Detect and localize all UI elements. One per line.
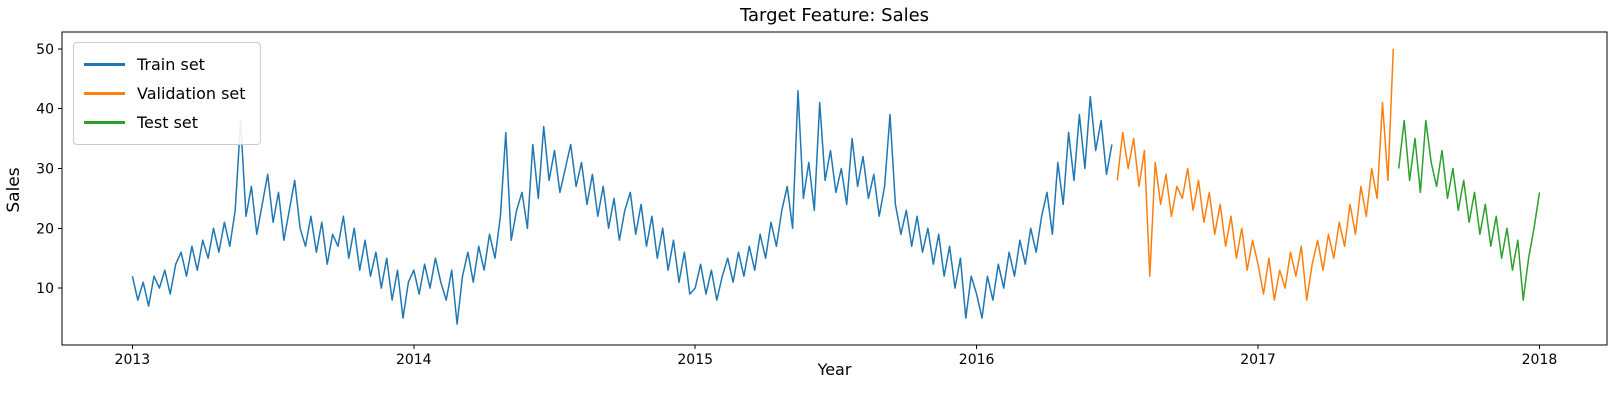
x-tick-label: 2014	[396, 352, 432, 368]
y-tick-label: 50	[36, 42, 54, 58]
x-tick-label: 2016	[959, 352, 995, 368]
x-tick-label: 2013	[115, 352, 151, 368]
legend-item-test-set: Test set	[84, 108, 246, 137]
y-tick-label: 10	[36, 281, 54, 297]
x-tick-label: 2017	[1240, 352, 1276, 368]
legend-label-test: Test set	[137, 113, 199, 132]
y-tick-label: 30	[36, 161, 54, 177]
x-tick-label: 2015	[677, 352, 713, 368]
x-tick-label: 2018	[1522, 352, 1558, 368]
series-line-validation-set	[1116, 48, 1395, 301]
legend-label-train: Train set	[137, 55, 205, 74]
train-line-swatch	[84, 63, 125, 66]
x-axis-label: Year	[817, 360, 852, 379]
legend-item-validation-set: Validation set	[84, 79, 246, 108]
legend-item-train-set: Train set	[84, 50, 246, 79]
y-axis-label: Sales	[4, 167, 24, 213]
series-line-test-set	[1397, 119, 1541, 301]
legend: Train set Validation set Test set	[73, 42, 261, 145]
legend-label-validation: Validation set	[137, 84, 246, 103]
y-tick-label: 20	[36, 221, 54, 237]
validation-line-swatch	[84, 92, 125, 95]
chart-title: Target Feature: Sales	[739, 5, 930, 26]
axes-frame	[61, 31, 1608, 346]
series-line-train-set	[131, 89, 1113, 325]
test-line-swatch	[84, 121, 125, 124]
y-tick-label: 40	[36, 102, 54, 118]
